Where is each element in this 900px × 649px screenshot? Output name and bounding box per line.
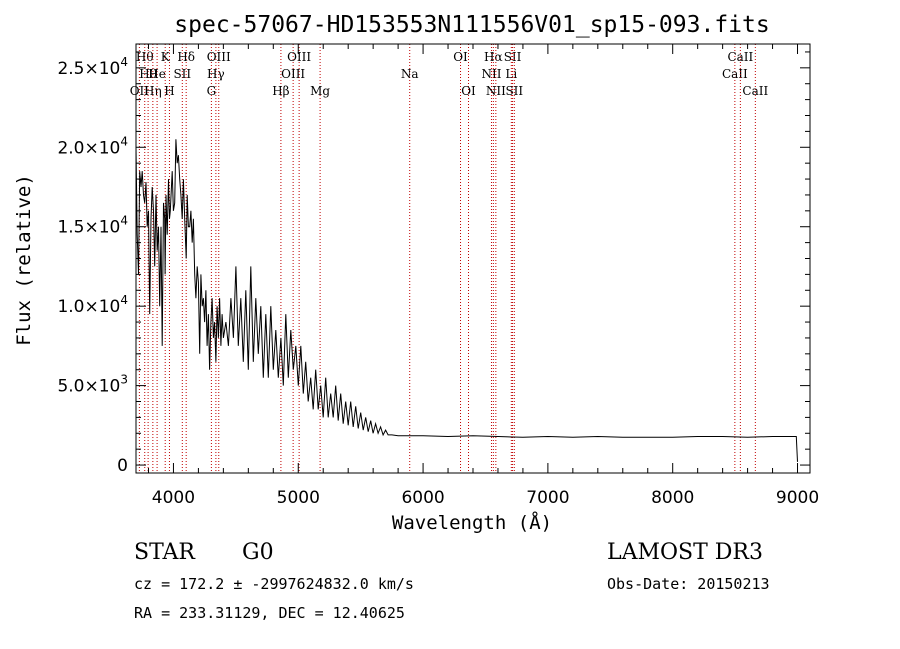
- x-axis-label: Wavelength (Å): [392, 511, 552, 534]
- flux-series-line: [135, 139, 798, 462]
- x-tick-label: 5000: [277, 488, 320, 508]
- spectral-line-label: SII: [504, 50, 522, 64]
- x-tick-label: 4000: [152, 488, 195, 508]
- spectral-line-label: NII: [481, 67, 501, 81]
- spectral-line-label: Na: [401, 67, 419, 81]
- y-tick-label: 0: [117, 456, 128, 476]
- y-tick-label: 2.5×104: [57, 55, 128, 79]
- y-tick-label: 1.0×104: [57, 293, 128, 317]
- spectral-line-label: CaII: [742, 84, 768, 98]
- spectral-line-label: Hγ: [207, 67, 225, 81]
- spectral-line-label: K: [161, 50, 171, 64]
- x-tick-label: 6000: [401, 488, 444, 508]
- y-tick-label: 2.0×104: [57, 134, 128, 158]
- spectral-line-label: SII: [505, 84, 523, 98]
- coordinates-readout: RA = 233.31129, DEC = 12.40625: [134, 604, 405, 622]
- spectral-line-label: CaII: [722, 67, 748, 81]
- spectral-line-label: G: [207, 84, 217, 98]
- spectral-line-label: OII: [130, 84, 150, 98]
- spectral-line-label: OIII: [281, 67, 305, 81]
- spectral-line-label: OI: [453, 50, 468, 64]
- x-tick-label: 7000: [526, 488, 569, 508]
- observation-date: Obs-Date: 20150213: [607, 575, 770, 593]
- redshift-readout: cz = 172.2 ± -2997624832.0 km/s: [134, 575, 414, 593]
- spectral-line-label: Mg: [310, 84, 330, 98]
- y-axis: 0 5.0×103 1.0×104 1.5×104 2.0×104 2.5×104: [57, 51, 810, 476]
- spectral-line-label: Li: [505, 67, 517, 81]
- y-axis-label: Flux (relative): [13, 174, 35, 346]
- y-tick-label: 5.0×103: [57, 373, 128, 397]
- spectral-line-label: Hη: [144, 84, 162, 98]
- spectral-line-label: SII: [173, 67, 191, 81]
- spectral-line-label: Hδ: [177, 50, 195, 64]
- spectral-line-label: OIII: [207, 50, 231, 64]
- x-tick-label: 9000: [776, 488, 819, 508]
- spectral-line-label: H: [164, 84, 174, 98]
- chart-title: spec-57067-HD153553N111556V01_sp15-093.f…: [174, 12, 769, 38]
- spectral-line-label: Hα: [484, 50, 503, 64]
- spectral-line-label: He: [148, 67, 166, 81]
- object-subclass: G0: [242, 540, 274, 565]
- spectral-line-label: OIII: [287, 50, 311, 64]
- spectral-line-label: Hθ: [136, 50, 154, 64]
- spectral-line-label: NII: [486, 84, 506, 98]
- x-axis: 4000 5000 6000 7000 8000 9000: [147, 44, 819, 508]
- plot-frame: [135, 43, 811, 474]
- survey-name: LAMOST DR3: [607, 540, 763, 565]
- spectral-line-label: OI: [461, 84, 476, 98]
- y-tick-label: 1.5×104: [57, 214, 128, 238]
- spectral-line-label: CaII: [727, 50, 753, 64]
- spectral-line-label: Hβ: [272, 84, 289, 98]
- object-class: STAR: [134, 540, 195, 565]
- spectral-line-markers: OIIHθHθHηHeKHSIIHδGHγOIIIHβOIIIOIIIMgNaO…: [130, 44, 768, 473]
- x-tick-label: 8000: [651, 488, 694, 508]
